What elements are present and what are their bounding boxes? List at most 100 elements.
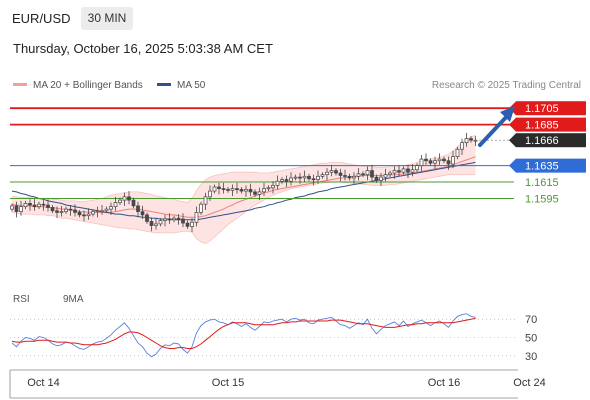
candle-up bbox=[451, 156, 455, 165]
candle-up bbox=[473, 139, 478, 142]
candle-up bbox=[271, 184, 275, 189]
candle-up bbox=[154, 223, 158, 226]
candle-down bbox=[343, 175, 347, 177]
bollinger-band-fill bbox=[12, 135, 476, 244]
legend-rsi: RSI bbox=[13, 294, 30, 305]
candle-down bbox=[55, 210, 59, 213]
candle-down bbox=[136, 205, 140, 212]
candle-up bbox=[379, 176, 383, 181]
timeframe-badge[interactable]: 30 MIN bbox=[81, 7, 133, 30]
candle-up bbox=[118, 199, 122, 203]
candle-down bbox=[127, 196, 131, 201]
rsi-level-30-label: 30 bbox=[525, 351, 537, 363]
candle-down bbox=[41, 203, 46, 206]
candle-up bbox=[329, 170, 334, 173]
candle-up bbox=[158, 220, 163, 225]
rsi-ma-line bbox=[11, 317, 476, 349]
candle-up bbox=[433, 160, 437, 164]
candle-down bbox=[217, 186, 221, 189]
candle-up bbox=[257, 191, 262, 195]
candle-up bbox=[460, 142, 464, 150]
candle-down bbox=[28, 203, 32, 206]
rsi-level-50-label: 50 bbox=[525, 333, 537, 345]
candle-up bbox=[316, 175, 320, 180]
ma20-swatch bbox=[13, 82, 27, 86]
ma20-line bbox=[11, 156, 476, 218]
candle-down bbox=[221, 188, 226, 190]
candle-down bbox=[338, 172, 343, 176]
candle-down bbox=[46, 204, 50, 208]
candle-down bbox=[397, 170, 401, 173]
candle-down bbox=[347, 175, 352, 179]
candle-up bbox=[437, 158, 442, 162]
level-1-1635-label: 1.1635 bbox=[525, 161, 559, 173]
projection-arrow-line bbox=[478, 111, 512, 147]
candle-down bbox=[307, 175, 311, 180]
candle-up bbox=[289, 177, 293, 182]
candle-up bbox=[230, 188, 235, 191]
candle-down bbox=[235, 188, 239, 190]
candle-down bbox=[442, 158, 446, 162]
candle-down bbox=[181, 218, 185, 224]
candle-down bbox=[140, 211, 145, 216]
candle-up bbox=[275, 180, 280, 186]
level-1-1705-label: 1.1705 bbox=[525, 103, 559, 115]
candle-up bbox=[59, 211, 64, 213]
legend-ma50: MA 50 bbox=[157, 80, 205, 91]
candle-down bbox=[361, 173, 365, 176]
candle-down bbox=[334, 170, 338, 174]
candle-up bbox=[419, 158, 424, 166]
projection-arrow-head bbox=[500, 106, 515, 122]
candle-up bbox=[37, 203, 41, 208]
candle-up bbox=[325, 171, 329, 176]
candle-up bbox=[383, 174, 388, 178]
candle-down bbox=[82, 214, 86, 217]
candle-up bbox=[19, 206, 23, 212]
candle-up bbox=[415, 165, 419, 171]
candle-up bbox=[320, 174, 325, 177]
level-1-1666-tag bbox=[516, 133, 586, 148]
candle-up bbox=[262, 188, 266, 193]
candle-up bbox=[244, 189, 248, 192]
level-1-1635-tag bbox=[516, 158, 586, 173]
candle-down bbox=[446, 160, 451, 165]
level-1-1635-tag-arrow bbox=[509, 158, 516, 173]
ma20-label: MA 20 + Bollinger Bands bbox=[33, 80, 143, 91]
candle-up bbox=[293, 176, 298, 179]
candle-down bbox=[14, 205, 19, 212]
level-1-1685-tag bbox=[516, 117, 586, 132]
legend-rsi-ma: 9MA bbox=[63, 294, 84, 305]
candle-up bbox=[190, 221, 194, 227]
level-1-1595-label: 1.1595 bbox=[525, 193, 559, 205]
candle-up bbox=[401, 168, 406, 173]
candle-down bbox=[176, 217, 181, 220]
candle-up bbox=[212, 186, 217, 192]
candle-down bbox=[424, 158, 428, 162]
candle-down bbox=[68, 208, 73, 211]
candle-up bbox=[455, 148, 460, 157]
candle-up bbox=[64, 208, 68, 212]
header-bar: EUR/USD 30 MIN bbox=[0, 0, 590, 36]
candle-up bbox=[23, 203, 28, 208]
candle-up bbox=[10, 205, 14, 210]
x-tick-label: Oct 24 bbox=[513, 377, 545, 389]
candle-up bbox=[365, 170, 370, 176]
level-1-1685-label: 1.1685 bbox=[525, 120, 559, 132]
x-tick-label: Oct 16 bbox=[428, 377, 460, 389]
candle-up bbox=[280, 179, 284, 182]
candle-up bbox=[203, 196, 208, 205]
candle-down bbox=[77, 212, 82, 216]
candle-down bbox=[428, 160, 433, 164]
rsi-ma-label: 9MA bbox=[63, 294, 84, 305]
candle-down bbox=[145, 214, 149, 222]
candle-up bbox=[208, 190, 212, 198]
candle-up bbox=[86, 213, 91, 217]
level-1-1666-tag-arrow bbox=[509, 133, 516, 148]
candle-down bbox=[370, 170, 374, 178]
candle-up bbox=[91, 211, 95, 215]
rsi-label: RSI bbox=[13, 294, 30, 305]
candle-down bbox=[149, 221, 154, 226]
symbol-label: EUR/USD bbox=[12, 11, 71, 26]
timestamp: Thursday, October 16, 2025 5:03:38 AM CE… bbox=[13, 41, 273, 56]
